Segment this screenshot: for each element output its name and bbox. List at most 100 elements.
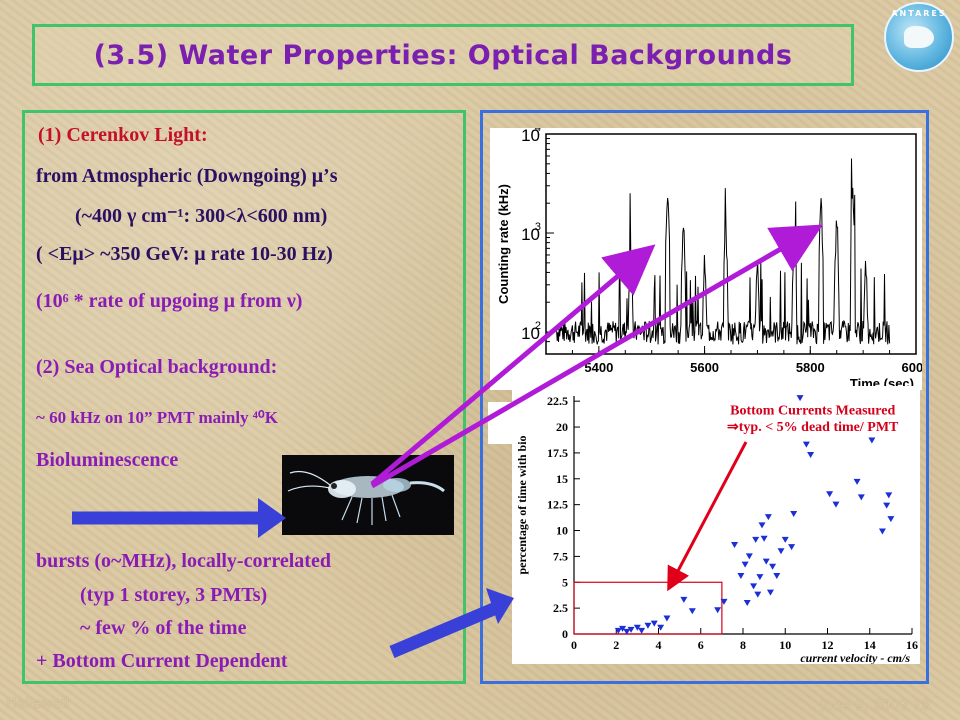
data-point [627, 626, 635, 633]
y-tick-label: 10 [521, 128, 540, 145]
data-point [868, 437, 876, 444]
data-point [633, 624, 641, 631]
data-point [688, 608, 696, 615]
annotation-line-2: ⇒typ. < 5% dead time/ PMT [727, 420, 899, 435]
current-velocity-plot: 0 2.5 5 7.5 10 12.5 15 17.5 20 22.5 0 2 4 6 8 10 12 14 16 c… [512, 386, 920, 664]
x-tick-label: 0 [571, 638, 577, 652]
x-tick-label: 5400 [584, 360, 613, 375]
y-tick-label: 22.5 [547, 394, 568, 408]
data-point [773, 573, 781, 580]
item-photon-yield: (~400 γ cm⁻¹: 300<λ<600 nm) [75, 205, 328, 227]
data-point [766, 589, 774, 596]
data-point [885, 492, 893, 499]
data-point [756, 574, 764, 581]
counting-rate-plot: 1041031025400560058006000Time (sec)Count… [490, 128, 922, 390]
y-tick-exponent: 4 [535, 128, 541, 134]
y-tick-label: 0 [562, 627, 568, 641]
x-tick-label: 4 [656, 638, 662, 652]
data-point [807, 451, 815, 458]
data-point [878, 528, 886, 535]
data-point [619, 625, 627, 632]
slide-title: (3.5) Water Properties: Optical Backgrou… [93, 39, 793, 71]
data-point [745, 553, 753, 560]
data-point [760, 535, 768, 542]
x-tick-label: 14 [864, 638, 876, 652]
data-point [826, 491, 834, 498]
data-point [750, 583, 758, 590]
shrimp-photo [282, 455, 454, 535]
data-point [802, 441, 810, 448]
data-point [663, 615, 671, 622]
data-point [769, 563, 777, 570]
data-point [638, 627, 646, 634]
y-tick-label: 10 [556, 524, 568, 538]
item-sea-background-heading: (2) Sea Optical background: [36, 356, 278, 378]
footer-date: June 9, 2002 18 [820, 698, 931, 714]
item-storey: (typ 1 storey, 3 PMTs) [80, 584, 268, 606]
x-axis-label: current velocity - cm/s [800, 651, 910, 664]
low-current-region [573, 581, 723, 635]
data-point [657, 624, 665, 631]
item-atmospheric-muons: from Atmospheric (Downgoing) μ’s [36, 165, 338, 187]
data-point [764, 514, 772, 521]
counting-rate-trace [556, 158, 891, 345]
data-point [623, 628, 631, 635]
x-tick-label: 5800 [796, 360, 825, 375]
y-tick-label: 2.5 [553, 601, 568, 615]
y-tick-label: 15 [556, 472, 568, 486]
y-tick-label: 5 [562, 575, 568, 589]
data-point [883, 502, 891, 509]
x-tick-label: 6000 [902, 360, 922, 375]
data-point [731, 542, 739, 549]
data-point [758, 522, 766, 529]
y-tick-label: 7.5 [553, 549, 568, 563]
annotation-line-1: Bottom Currents Measured [730, 404, 895, 419]
cropped-label-fragment [488, 402, 512, 444]
data-point [762, 558, 770, 565]
data-point [796, 395, 804, 402]
data-point [754, 591, 762, 598]
x-tick-label: 16 [906, 638, 918, 652]
logo-continent-shape [904, 26, 934, 48]
x-tick-label: 6 [698, 638, 704, 652]
data-point [680, 596, 688, 603]
title-box: (3.5) Water Properties: Optical Backgrou… [32, 24, 854, 86]
data-point [781, 536, 789, 543]
data-point [650, 620, 658, 627]
data-point [777, 548, 785, 555]
y-tick-label: 20 [556, 420, 568, 434]
counting-rate-chart: 1041031025400560058006000Time (sec)Count… [496, 128, 922, 390]
item-bioluminescence: Bioluminescence [36, 449, 179, 471]
item-cerenkov-heading: (1) Cerenkov Light: [38, 124, 208, 146]
shrimp-illustration [287, 470, 445, 525]
data-point [714, 607, 722, 614]
y-axis-label: Counting rate (kHz) [496, 184, 511, 304]
data-point [743, 599, 751, 606]
data-point [644, 622, 652, 629]
data-point [857, 494, 865, 501]
data-point [752, 536, 760, 543]
data-point [614, 627, 622, 634]
antares-logo: ANTARES [884, 2, 954, 72]
y-tick-exponent: 3 [535, 221, 541, 233]
item-current-dependent: + Bottom Current Dependent [36, 650, 288, 672]
data-point [737, 573, 745, 580]
item-upgoing-ratio: (10⁶ * rate of upgoing μ from ν) [36, 290, 303, 312]
data-point [741, 561, 749, 568]
data-point [853, 478, 861, 485]
y-tick-exponent: 2 [535, 320, 541, 332]
x-tick-label: 10 [779, 638, 791, 652]
item-potassium-rate: ~ 60 kHz on 10” PMT mainly ⁴⁰K [36, 408, 278, 427]
data-point [887, 516, 895, 523]
data-point [720, 598, 728, 605]
current-velocity-chart: 0 2.5 5 7.5 10 12.5 15 17.5 20 22.5 0 2 4 6 8 10 12 14 16c… [515, 394, 918, 664]
data-point [832, 501, 840, 508]
footer-author: Hallewell [6, 696, 70, 712]
x-tick-label: 12 [822, 638, 834, 652]
item-bursts: bursts (o~MHz), locally-correlated [36, 550, 331, 572]
x-tick-label: 8 [740, 638, 746, 652]
item-few-percent: ~ few % of the time [80, 617, 247, 639]
x-tick-label: 2 [613, 638, 619, 652]
y-axis-label: percentage of time with bio [515, 435, 529, 574]
y-tick-label: 12.5 [547, 498, 568, 512]
